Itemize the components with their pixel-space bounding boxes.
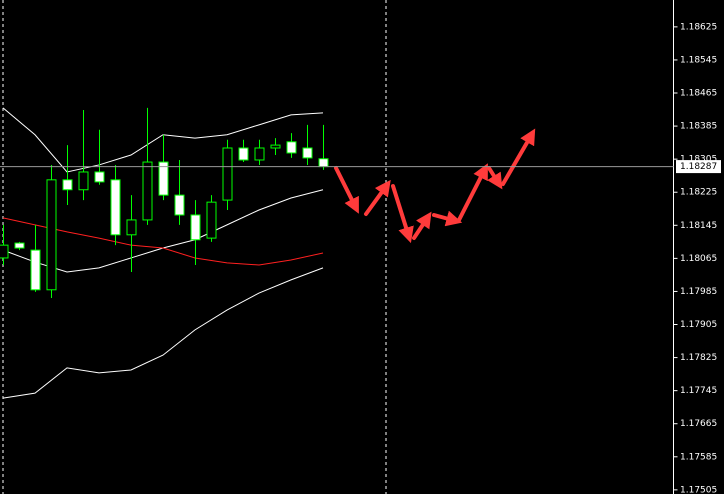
candle-body (110, 179, 121, 236)
y-tick-label: 1.17905 (680, 320, 717, 330)
candle-body (158, 161, 169, 196)
y-tick-label: 1.17585 (680, 452, 717, 462)
y-tick-label: 1.18225 (680, 188, 717, 198)
candle-body (94, 171, 105, 183)
y-tick-label: 1.18305 (680, 155, 717, 165)
y-tick-label: 1.18625 (680, 22, 717, 32)
y-tick-label: 1.17505 (680, 485, 717, 494)
y-tick-label: 1.18385 (680, 122, 717, 132)
y-tick-label: 1.18465 (680, 89, 717, 99)
candle-body (238, 147, 249, 161)
candle-body (254, 147, 265, 161)
current-price-box (676, 160, 721, 174)
candle-body (174, 194, 185, 216)
plot (0, 107, 329, 399)
candle-body (78, 171, 89, 191)
candle-body (206, 201, 217, 239)
y-tick-label: 1.17745 (680, 386, 717, 396)
y-tick-label: 1.17665 (680, 419, 717, 429)
candle-body (318, 158, 329, 168)
candle-body (126, 219, 137, 236)
candle-body (270, 144, 281, 149)
candle-body (14, 242, 25, 249)
current-price-label: 1.18287 (680, 162, 717, 172)
y-tick-label: 1.18545 (680, 55, 717, 65)
candle-body (302, 147, 313, 159)
candle-body (62, 179, 73, 191)
y-tick-label: 1.17985 (680, 287, 717, 297)
candle-body (190, 214, 201, 241)
candle-body (286, 141, 297, 154)
y-tick-label: 1.17825 (680, 353, 717, 363)
candle-body (222, 147, 233, 201)
candle-body (46, 179, 57, 291)
candle-body (142, 161, 153, 221)
candle-body (30, 249, 41, 291)
forecast-arrows (334, 128, 536, 244)
y-tick-label: 1.18065 (680, 254, 717, 264)
indicator-line (2, 267, 324, 399)
y-tick-label: 1.18145 (680, 221, 717, 231)
candle-body (0, 244, 9, 259)
